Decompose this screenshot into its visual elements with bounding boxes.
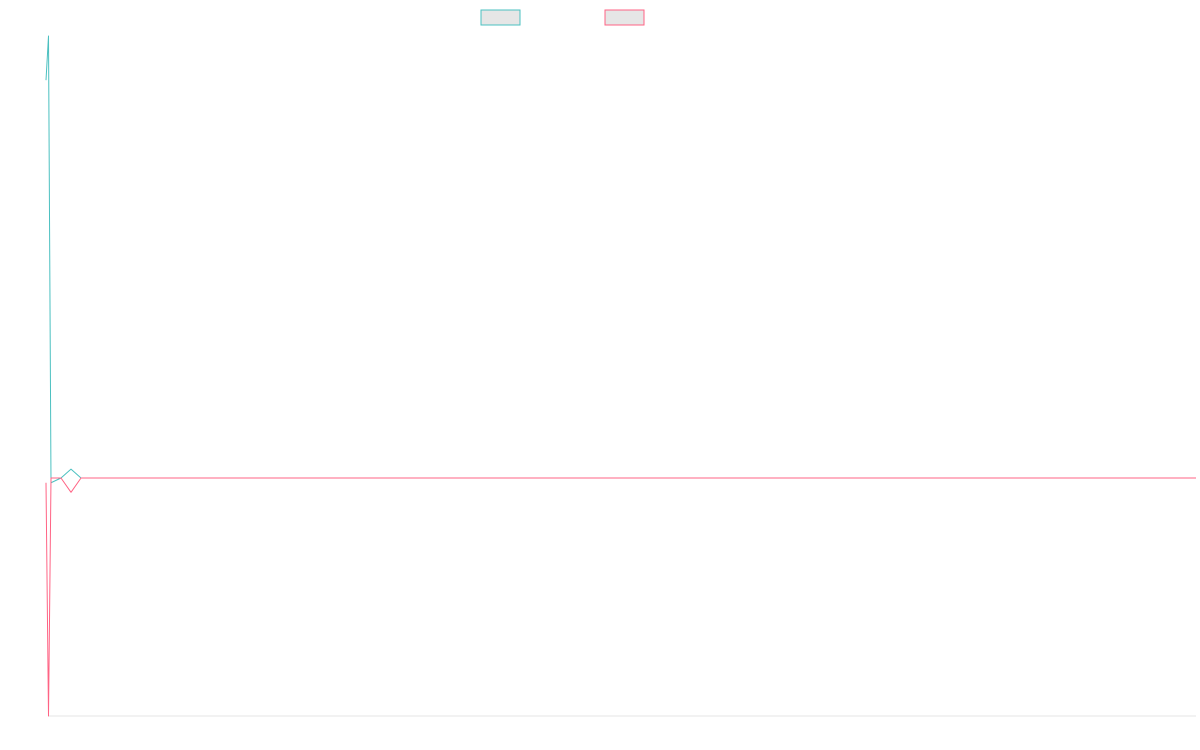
legend-item-0[interactable] [480, 9, 521, 26]
series-line-0 [45, 35, 1196, 484]
legend-item-1[interactable] [604, 9, 645, 26]
chart-legend[interactable] [480, 9, 645, 26]
series-layer [45, 35, 1196, 717]
legend-swatch-0 [480, 9, 521, 26]
series-line-1 [45, 477, 1196, 717]
legend-swatch-1 [604, 9, 645, 26]
